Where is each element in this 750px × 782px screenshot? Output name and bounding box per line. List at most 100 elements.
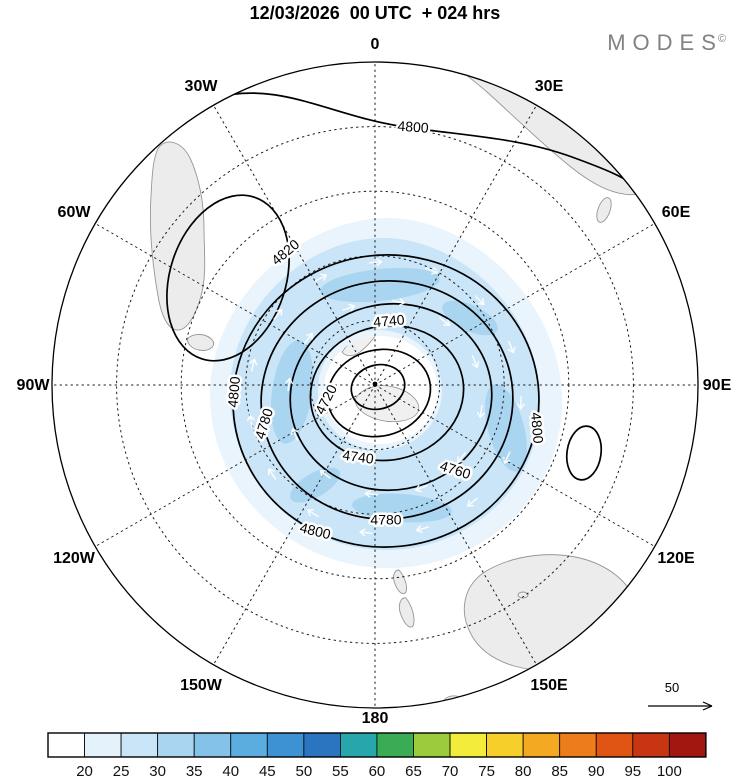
map-boundary-circle [51,61,699,709]
island-madagascar [596,197,612,223]
wind-arrow-icon [359,528,373,537]
colorbar-segment [84,732,122,758]
wind-arrow-icon [304,332,314,344]
colorbar-border [47,732,707,758]
shade-patch-top [320,267,440,303]
contour-4760-vortex [289,302,493,492]
contour-4800-top [213,92,647,194]
land-tierra-del-fuego [187,334,215,351]
colorbar-tick-label: 70 [442,763,459,780]
colorbar-tick-label: 45 [259,763,276,780]
wind-arrow-icon [507,340,516,354]
wind-arrow-icon [368,258,383,267]
meridian-line [374,223,656,386]
colorbar-segment [449,732,487,758]
meridian-line [213,104,376,386]
colorbar-segment [230,732,268,758]
lon-label-0: 0 [371,36,380,53]
lon-label-30E: 30E [535,78,564,95]
windspeed-shading [209,218,563,569]
meridian-line [374,104,537,386]
colorbar-segment [595,732,634,758]
latitude-circle [309,319,441,451]
lon-label-150W: 150W [180,677,223,694]
contour-4820-closed [166,194,290,362]
lon-label-180: 180 [362,710,389,727]
wind-arrow-icon [415,525,430,533]
wind-arrow-icon [474,295,485,306]
wind-reference-arrowhead-icon [702,701,713,711]
wind-arrow-icon [342,303,355,312]
lon-label-120W: 120W [53,550,96,567]
colorbar-segment [376,732,414,758]
colorbar-tick-label: 20 [76,763,93,780]
colorbar: 20 25 30 35 40 45 50 55 60 65 70 75 80 85 90 95 100 [47,732,707,780]
modes-logo: MODES© [607,30,726,56]
colorbar-segment [668,732,707,758]
wind-arrow-icon [364,489,379,498]
island-small-1 [517,591,529,599]
colorbar-segment [486,732,524,758]
colorbar-tick-label: 40 [222,763,239,780]
colorbar-segment [120,732,159,758]
wind-arrow-icon [249,358,258,372]
colorbar-segment [157,732,195,758]
shade-patch-upper-right [442,300,498,336]
contour-label-4800: 4800 [528,412,547,445]
wind-arrow-icon [246,414,255,429]
wind-arrow-icon [290,428,299,441]
contour-4740-vortex [309,324,465,462]
chart-title: 12/03/2026 00 UTC + 024 hrs [249,3,501,23]
wind-arrow-icon [476,404,485,419]
colorbar-tick-label: 100 [657,763,682,780]
wind-reference-value: 50 [665,680,679,695]
contour-4780-vortex [260,280,514,520]
meridian-line [374,384,656,547]
meridian-line [213,384,376,666]
wind-arrow-icon [471,355,480,368]
colorbar-tick-label: 75 [478,763,495,780]
wind-arrow-icon [502,451,511,464]
lon-label-60W: 60W [58,204,92,221]
contour-label-4780: 4780 [370,512,401,528]
contour-label-4740: 4740 [342,447,375,467]
colorbar-segment [632,732,670,758]
meridian-line [94,384,376,547]
modes-logo-text: MODES [607,30,723,55]
shade-patch-bottom [352,493,452,523]
colorbar-tick-label: 95 [624,763,641,780]
lon-label-120E: 120E [657,550,695,567]
modes-logo-copyright: © [717,32,726,45]
contour-label-4800: 4800 [397,118,429,136]
wind-arrow-icon [439,317,451,327]
shade-patches [270,267,527,523]
height-contours [166,92,647,548]
wind-arrow-icon [391,298,406,307]
wind-arrow-icon [467,497,478,507]
lon-label-90W: 90W [17,377,51,394]
wind-arrow-icon [319,469,331,479]
colorbar-tick-label: 60 [369,763,386,780]
island-new-zealand-south [398,597,415,628]
south-pole-marker [372,381,378,387]
wind-arrow-icon [456,452,466,464]
meridian-line [374,384,537,666]
wind-arrow-icon [307,509,319,518]
colorbar-segment [559,732,597,758]
colorbar-segment [413,732,451,758]
lon-label-30W: 30W [185,78,219,95]
lon-label-90E: 90E [703,377,732,394]
colorbar-tick-label: 90 [588,763,605,780]
lon-label-60E: 60E [662,204,691,221]
colorbar-segment [339,732,378,758]
lon-label-150E: 150E [530,677,568,694]
longitude-labels: 0 30E 60E 90E 120E 150E 180 150W 120W 90W 60W 30W [17,36,732,727]
wind-arrow-icon [315,273,328,282]
wind-arrow-icon [285,377,294,392]
colorbar-tick-label: 65 [405,763,422,780]
colorbar-tick-label: 50 [296,763,313,780]
land-south-america [149,141,206,331]
contour-label-4740: 4740 [373,311,406,330]
latitude-circle [245,255,505,515]
